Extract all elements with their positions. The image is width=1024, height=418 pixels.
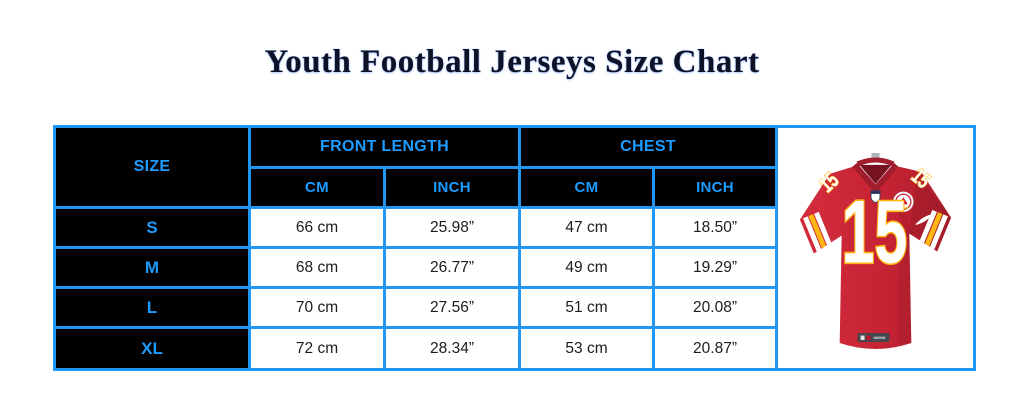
front-inch-value: 28.34” [382, 326, 522, 371]
v-neck-collar [852, 162, 899, 194]
neck-opening [859, 164, 892, 184]
front-cm-value: 68 cm [248, 246, 386, 289]
sleeve-stripe-white [918, 209, 937, 246]
nike-swoosh-icon [915, 213, 935, 225]
header-front-length: FRONT LENGTH [247, 125, 522, 169]
nfl-shield-icon [870, 190, 881, 204]
front-cm-value: 72 cm [248, 326, 386, 371]
size-label: XL [53, 326, 251, 371]
size-label: S [53, 206, 251, 249]
chest-cm-value: 47 cm [518, 206, 656, 249]
body-shadow [897, 189, 914, 346]
jock-tag [857, 333, 890, 343]
table-row: S 66 cm 25.98” 47 cm 18.50” [53, 206, 975, 249]
chest-cm-value: 49 cm [518, 246, 656, 289]
header-row-units: CM INCH CM INCH [55, 166, 975, 209]
table-row: XL 72 cm 28.34” 53 cm 20.87” [53, 326, 975, 371]
front-inch-value: 26.77” [382, 246, 522, 289]
chiefs-patch-icon [893, 191, 914, 212]
subheader-cm-chest: CM [518, 166, 656, 209]
chest-inch-value: 18.50” [652, 206, 779, 249]
subheader-inch-front: INCH [382, 166, 522, 209]
table-row: M 68 cm 26.77” 49 cm 19.29” [53, 246, 975, 289]
header-size: SIZE [53, 125, 251, 209]
jersey-body [799, 165, 952, 349]
sleeve-stripe-gold [923, 212, 943, 248]
subheader-cm-front: CM [248, 166, 386, 209]
header-row-groups: SIZE FRONT LENGTH CHEST [53, 125, 977, 371]
header-chest: CHEST [518, 125, 779, 169]
front-cm-value: 66 cm [248, 206, 386, 249]
jersey-chest-number: 15 [842, 181, 908, 281]
chest-cm-value: 53 cm [518, 326, 656, 371]
chest-inch-value: 19.29” [652, 246, 779, 289]
front-cm-value: 70 cm [248, 286, 386, 329]
subheader-inch-chest: INCH [652, 166, 779, 209]
page-title: Youth Football Jerseys Size Chart [264, 44, 760, 80]
back-collar [856, 157, 895, 167]
sleeve-stripe-white [929, 214, 948, 251]
sleeve-stripe-white [803, 216, 822, 253]
jersey-image-cell: 15 15 15 [775, 125, 977, 371]
size-label: L [53, 286, 251, 329]
size-chart-table: SIZE FRONT LENGTH CHEST [53, 125, 977, 371]
size-label: M [53, 246, 251, 289]
sleeve-stripe-gold [808, 214, 828, 250]
front-inch-value: 27.56” [382, 286, 522, 329]
chest-cm-value: 51 cm [518, 286, 656, 329]
chest-inch-value: 20.87” [652, 326, 779, 371]
chest-inch-value: 20.08” [652, 286, 779, 329]
jersey-illustration: 15 15 15 [799, 152, 952, 349]
sleeve-stripe-white [814, 211, 833, 248]
front-inch-value: 25.98” [382, 206, 522, 249]
table-row: L 70 cm 27.56” 51 cm 20.08” [53, 286, 975, 329]
